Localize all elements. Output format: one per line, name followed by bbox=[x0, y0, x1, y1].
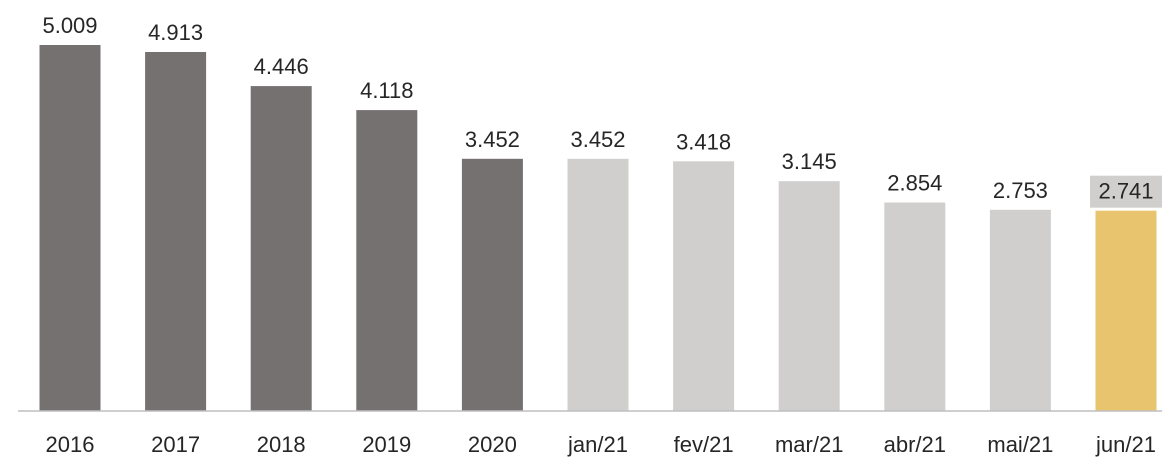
value-label-fev-21: 3.418 bbox=[676, 129, 731, 154]
bar-2019 bbox=[356, 110, 418, 411]
bar-jan-21 bbox=[567, 158, 629, 411]
category-label-abr-21: abr/21 bbox=[884, 432, 946, 457]
category-label-2020: 2020 bbox=[468, 432, 517, 457]
category-label-mai-21: mai/21 bbox=[987, 432, 1053, 457]
value-label-mar-21: 3.145 bbox=[782, 149, 837, 174]
bar-mar-21 bbox=[778, 181, 840, 411]
highlight-label-background bbox=[1090, 175, 1162, 208]
bar-2018 bbox=[250, 86, 312, 411]
category-labels-group: 2016 2017 2018 2019 2020 jan/21 fev/21 mar/21 ab… bbox=[46, 432, 1156, 457]
bar-2020 bbox=[461, 158, 523, 411]
value-label-2016: 5.009 bbox=[42, 13, 97, 38]
value-label-2019: 4.118 bbox=[360, 78, 413, 103]
value-label-jun-21: 2.741 bbox=[1098, 179, 1153, 204]
value-label-2020: 3.452 bbox=[465, 127, 520, 152]
category-label-fev-21: fev/21 bbox=[674, 432, 734, 457]
category-label-mar-21: mar/21 bbox=[775, 432, 843, 457]
category-label-2016: 2016 bbox=[46, 432, 95, 457]
value-labels-group: 5.009 4.913 4.446 4.118 3.452 3.452 3.418 3.145… bbox=[42, 13, 1162, 208]
category-label-jan-21: jan/21 bbox=[567, 432, 628, 457]
bar-2016 bbox=[39, 45, 101, 411]
value-label-abr-21: 2.854 bbox=[887, 171, 942, 196]
category-label-2019: 2019 bbox=[362, 432, 411, 457]
value-label-mai-21: 2.753 bbox=[993, 178, 1048, 203]
category-label-jun-21: jun/21 bbox=[1095, 432, 1156, 457]
bar-jun-21 bbox=[1095, 210, 1157, 411]
bar-abr-21 bbox=[884, 202, 946, 411]
category-label-2018: 2018 bbox=[257, 432, 306, 457]
category-label-2017: 2017 bbox=[151, 432, 200, 457]
bar-2017 bbox=[145, 52, 207, 411]
value-label-jan-21: 3.452 bbox=[570, 127, 625, 152]
bar-fev-21 bbox=[673, 161, 735, 411]
value-label-2017: 4.913 bbox=[148, 20, 203, 45]
bar-mai-21 bbox=[989, 209, 1051, 411]
bars-group bbox=[39, 45, 1157, 411]
value-label-2018: 4.446 bbox=[254, 54, 309, 79]
